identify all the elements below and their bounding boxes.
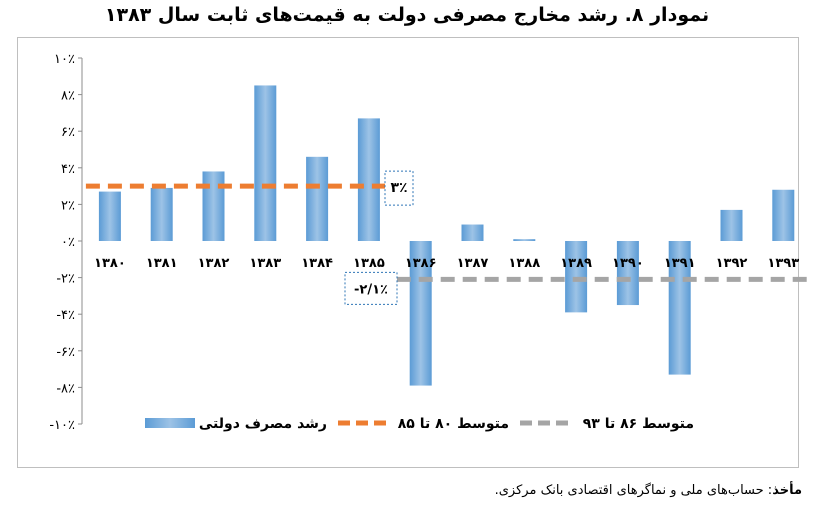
bar — [202, 171, 225, 241]
annotation-box-avg1 — [384, 170, 414, 206]
x-tick-label: ۱۳۸۴ — [301, 256, 333, 271]
x-tick-label: ۱۳۸۰ — [94, 256, 126, 271]
annotations: ۳٪ -۲/۱٪ — [344, 170, 414, 305]
bar — [565, 241, 588, 313]
legend-label-avg2: متوسط ۸۶ تا ۹۳ — [583, 416, 694, 432]
x-tick-label: ۱۳۸۹ — [560, 256, 592, 271]
x-tick-label: ۱۳۸۸ — [508, 256, 540, 271]
x-tick-label: ۱۳۹۳ — [767, 256, 799, 271]
legend-label-avg1: متوسط ۸۰ تا ۸۵ — [398, 416, 509, 432]
source-label: مأخذ — [772, 483, 802, 498]
y-tick-label: -۲٪ — [56, 272, 75, 287]
bar — [306, 156, 329, 241]
reference-lines — [85, 183, 808, 282]
x-tick-label: ۱۳۸۶ — [405, 256, 437, 271]
y-tick-label: ۰٪ — [61, 235, 75, 250]
bar — [98, 191, 121, 241]
bar — [461, 224, 484, 241]
x-tick-label: ۱۳۹۰ — [612, 256, 644, 271]
bar — [513, 239, 536, 241]
y-tick-label: -۶٪ — [56, 345, 75, 360]
annotation-box-avg2 — [344, 271, 398, 305]
y-tick-label: ۲٪ — [61, 198, 75, 213]
bar — [772, 189, 795, 241]
bar — [254, 85, 277, 241]
y-tick-label: ۸٪ — [61, 89, 75, 104]
x-tick-label: ۱۳۹۱ — [664, 256, 696, 271]
y-tick-label: -۸٪ — [56, 381, 75, 396]
y-tick-label: ۶٪ — [61, 125, 75, 140]
legend-label-bars: رشد مصرف دولتی — [199, 416, 327, 432]
x-tick-label: ۱۳۸۵ — [353, 256, 385, 271]
bar — [357, 118, 380, 241]
x-tick-label: ۱۳۹۲ — [716, 256, 748, 271]
y-tick-label: ۱۰٪ — [54, 52, 75, 67]
y-tick-label: -۴٪ — [56, 308, 75, 323]
bar — [616, 241, 639, 306]
y-axis: ۱۰٪ ۸٪ ۶٪ ۴٪ ۲٪ ۰٪ -۲٪ -۴٪ -۶٪ -۸٪ -۱۰٪ — [49, 52, 83, 433]
bars — [98, 85, 795, 386]
y-tick-label: -۱۰٪ — [49, 418, 75, 433]
y-tick-label: ۴٪ — [61, 162, 75, 177]
legend-swatch-bars — [145, 418, 195, 428]
x-axis-labels: ۱۳۸۰ ۱۳۸۱ ۱۳۸۲ ۱۳۸۳ ۱۳۸۴ ۱۳۸۵ ۱۳۸۶ ۱۳۸۷ ۱۳۸۸ ۱۳۸۹… — [94, 256, 799, 271]
bar — [720, 209, 743, 241]
source-text: حساب‌های ملی و نماگرهای اقتصادی بانک مرک… — [494, 483, 764, 498]
chart-title: نمودار ۸. رشد مخارج مصرفی دولت به قیمت‌ه… — [104, 4, 710, 26]
chart-frame — [17, 37, 799, 468]
bar — [150, 187, 173, 241]
source-colon: : — [763, 483, 773, 498]
source-note: مأخذ: حساب‌های ملی و نماگرهای اقتصادی با… — [495, 483, 802, 498]
x-tick-label: ۱۳۸۳ — [249, 256, 281, 271]
annotation-label-avg2: -۲/۱٪ — [354, 282, 388, 297]
x-tick-label: ۱۳۸۱ — [146, 256, 178, 271]
bar — [668, 241, 691, 375]
bar-chart: ۱۰٪۸٪۶٪۴٪۲٪۰٪-۲٪-۴٪-۶٪-۸٪-۱۰٪ ۱۳۸۰ ۱۳۸۱ ۱۳… — [49, 52, 808, 433]
legend: رشد مصرف دولتی متوسط ۸۰ تا ۸۵ متوسط ۸۶ تا … — [145, 416, 694, 432]
x-tick-label: ۱۳۸۲ — [198, 256, 230, 271]
x-tick-label: ۱۳۸۷ — [457, 256, 489, 271]
annotation-label-avg1: ۳٪ — [390, 180, 407, 196]
